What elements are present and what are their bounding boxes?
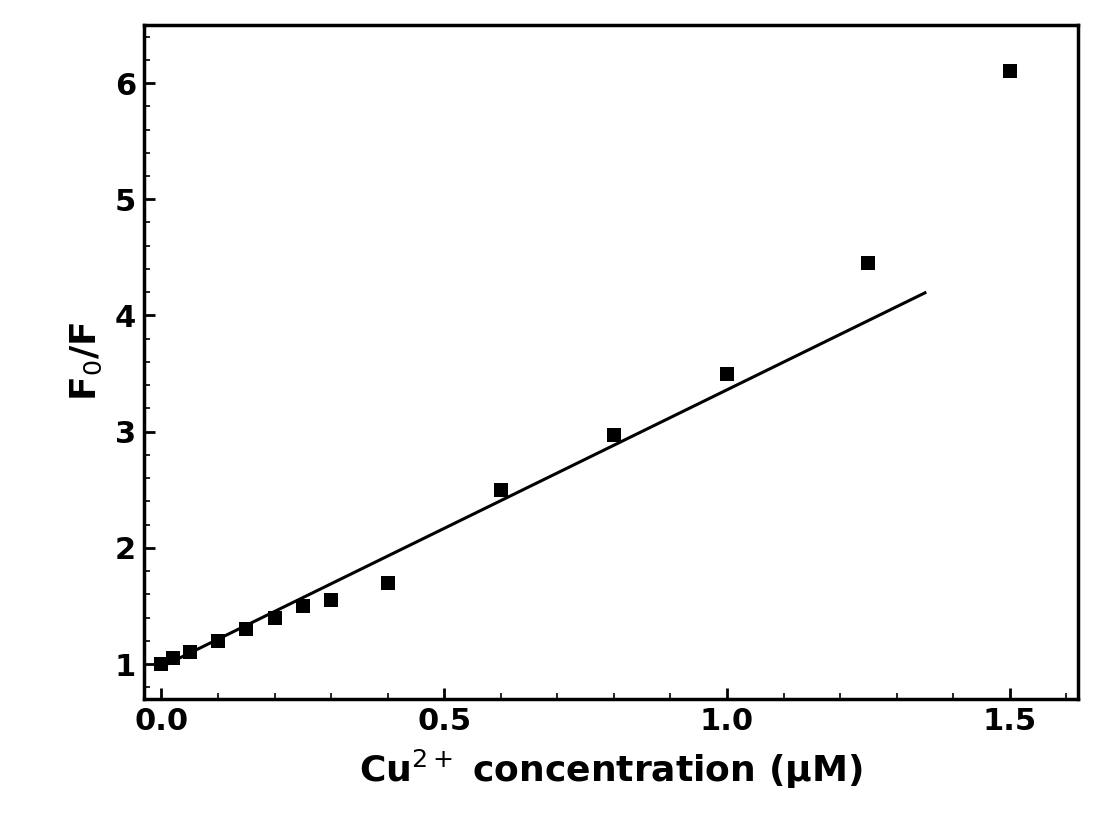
Point	[492, 483, 510, 497]
Point	[238, 622, 256, 636]
Point	[209, 634, 227, 647]
Point	[718, 367, 735, 380]
X-axis label: Cu$^{2+}$ concentration (μM): Cu$^{2+}$ concentration (μM)	[359, 747, 863, 790]
Point	[605, 428, 623, 442]
Point	[163, 651, 181, 665]
Point	[322, 593, 340, 607]
Y-axis label: F$_{0}$/F: F$_{0}$/F	[69, 323, 103, 401]
Point	[860, 256, 878, 270]
Point	[1001, 65, 1019, 78]
Point	[181, 646, 199, 659]
Point	[152, 657, 170, 671]
Point	[266, 611, 283, 624]
Point	[294, 599, 312, 612]
Point	[379, 576, 397, 589]
